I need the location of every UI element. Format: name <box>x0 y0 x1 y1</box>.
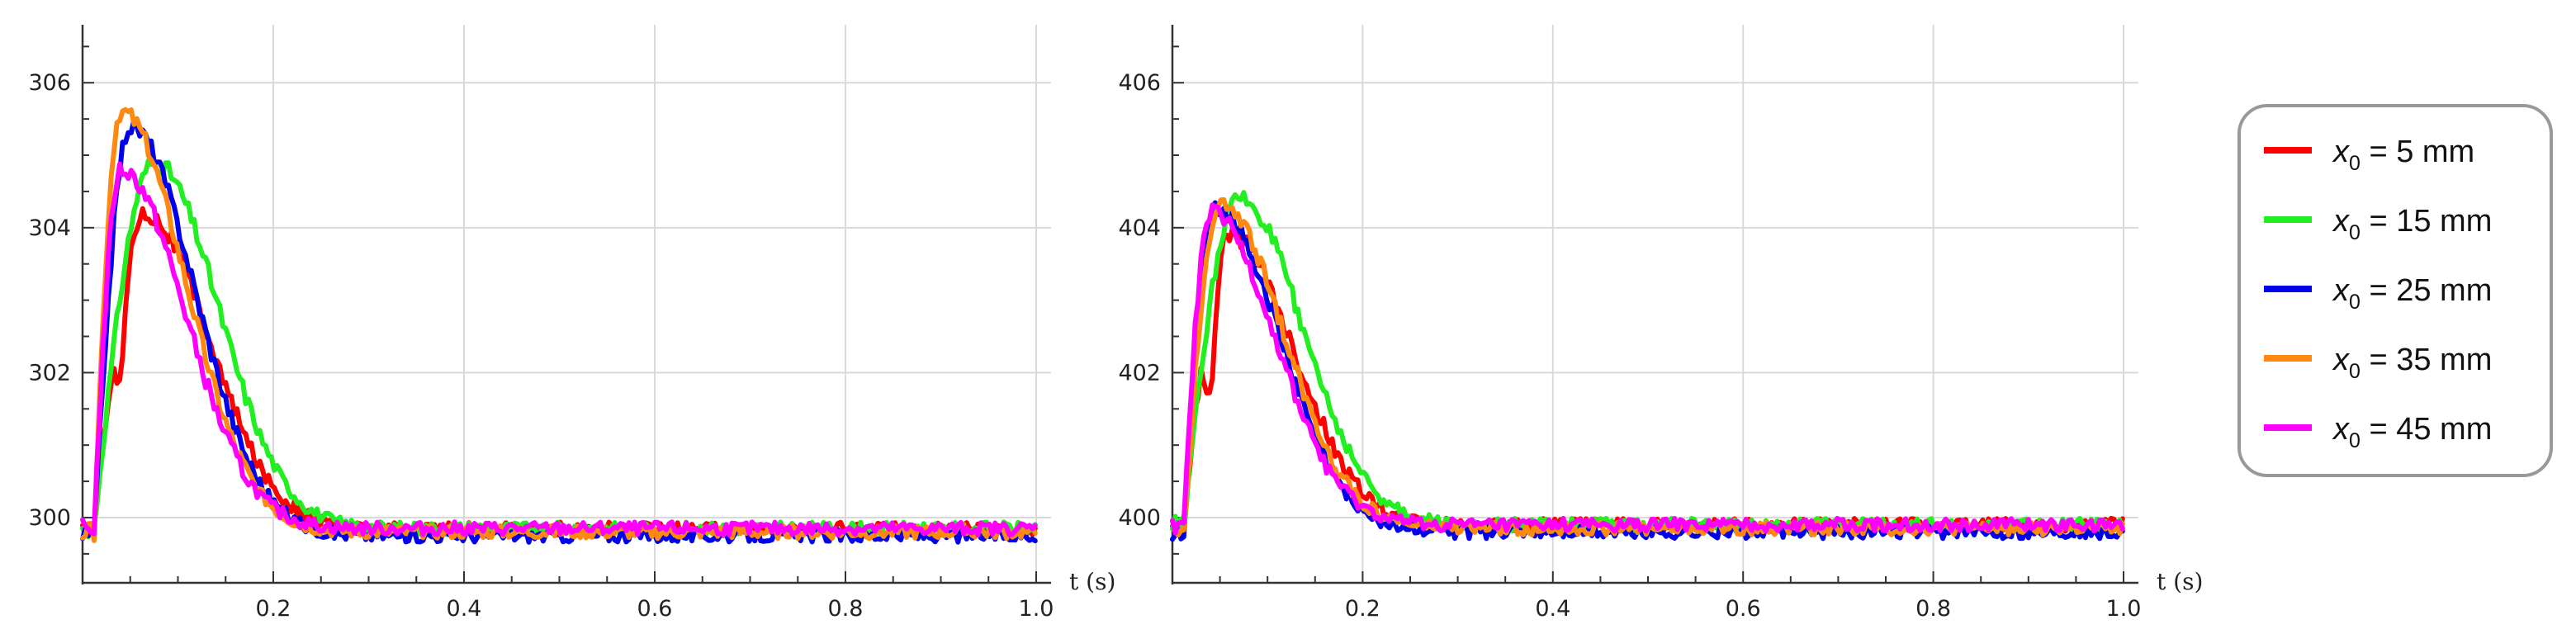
y-tick-label: 406 <box>1118 70 1161 96</box>
y-tick-label: 306 <box>28 70 71 96</box>
x-tick-label: 0.2 <box>1345 596 1380 622</box>
x-tick-label: 0.4 <box>447 596 482 622</box>
legend-box <box>2237 104 2553 477</box>
x-tick-label: 1.0 <box>1019 596 1054 622</box>
x-axis-label: t (s) <box>2157 568 2203 595</box>
legend-label: x0 = 35 mm <box>2332 343 2492 383</box>
x-tick-label: 0.6 <box>637 596 673 622</box>
legend-label: x0 = 15 mm <box>2332 204 2492 244</box>
x-tick-label: 0.8 <box>828 596 864 622</box>
series-line-3 <box>1170 200 2125 542</box>
y-tick-label: 300 <box>28 505 71 531</box>
x-tick-label: 0.8 <box>1915 596 1951 622</box>
x-tick-label: 0.6 <box>1726 596 1761 622</box>
legend-label: x0 = 45 mm <box>2332 412 2492 452</box>
legend-label: x0 = 5 mm <box>2332 135 2474 175</box>
y-tick-label: 304 <box>28 215 71 241</box>
x-tick-label: 1.0 <box>2106 596 2142 622</box>
y-tick-label: 404 <box>1118 215 1161 241</box>
series-line-5 <box>80 161 1038 537</box>
legend: x0 = 5 mm x0 = 15 mm x0 = 25 mm x0 = 35 mm x… <box>2237 104 2553 477</box>
series-line-1 <box>1170 226 2125 534</box>
left-plot: 0.2 0.4 0.6 0.8 1.0 300 302 304 306 t (s) <box>28 25 1115 622</box>
series-line-2 <box>80 158 1038 540</box>
y-tick-label: 402 <box>1118 360 1161 386</box>
x-axis-label: t (s) <box>1069 568 1115 595</box>
y-tick-label: 302 <box>28 360 71 386</box>
series-line-2 <box>1170 190 2125 536</box>
y-tick-label: 400 <box>1118 505 1161 531</box>
series-line-5 <box>1170 202 2125 536</box>
legend-label: x0 = 25 mm <box>2332 273 2492 314</box>
x-tick-label: 0.4 <box>1535 596 1570 622</box>
x-tick-label: 0.2 <box>256 596 291 622</box>
right-plot: 0.2 0.4 0.6 0.8 1.0 400 402 404 406 t (s) <box>1118 25 2203 622</box>
series-line-1 <box>80 206 1038 537</box>
